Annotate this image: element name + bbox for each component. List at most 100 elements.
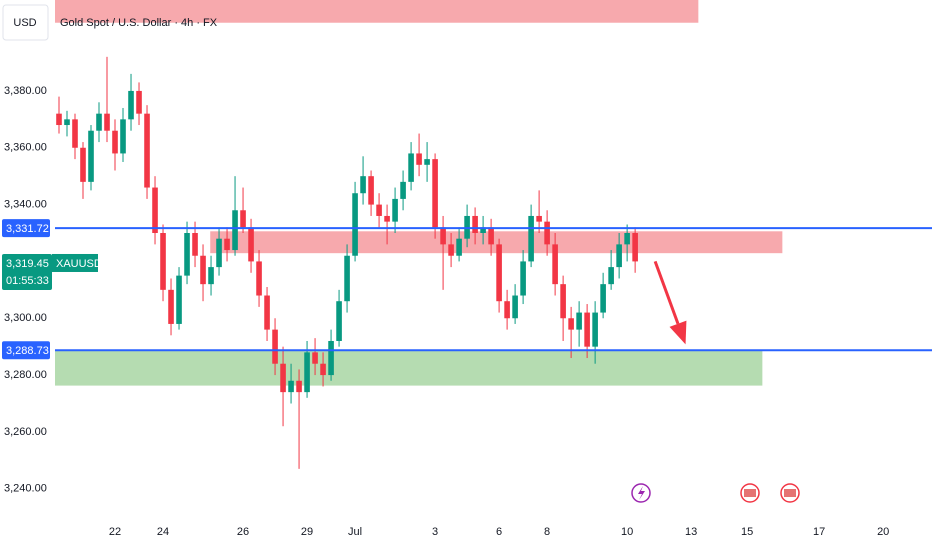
candle-body xyxy=(584,312,590,347)
level-label-box xyxy=(2,341,50,360)
candle-body xyxy=(208,267,214,285)
currency: USD xyxy=(13,17,36,29)
y-tick-label: 3,240.00 xyxy=(4,483,47,495)
candle-body xyxy=(400,181,406,199)
candle-body xyxy=(544,221,550,245)
x-tick-label: 26 xyxy=(237,526,249,538)
candle-body xyxy=(592,312,598,347)
candle-body xyxy=(568,318,574,330)
x-tick-label: 17 xyxy=(813,526,825,538)
chart-title: Gold Spot / U.S. Dollar · 4h · FX xyxy=(60,17,218,29)
candle-body xyxy=(520,261,526,296)
candle-body xyxy=(480,227,486,234)
candle-body xyxy=(624,233,630,245)
x-tick-label: 13 xyxy=(685,526,697,538)
candle-body xyxy=(232,210,238,251)
candle-body xyxy=(104,113,110,131)
candle-body xyxy=(144,113,150,188)
candle-body xyxy=(448,244,454,256)
candle-body xyxy=(472,215,478,234)
candle-body xyxy=(216,238,222,268)
lightning xyxy=(638,486,645,500)
candle-body xyxy=(496,244,502,302)
candle-body xyxy=(488,227,494,245)
candle-body xyxy=(336,301,342,341)
candle-body xyxy=(328,340,334,376)
candle-body xyxy=(560,284,566,319)
currency-box[interactable] xyxy=(2,4,49,41)
x-tick-label: 15 xyxy=(741,526,753,538)
current-price-label: 3,319.45 xyxy=(6,258,49,270)
candle-body xyxy=(248,227,254,262)
candle-body xyxy=(264,295,270,330)
candle-body xyxy=(536,215,542,222)
candle-body xyxy=(88,130,94,182)
candle-body xyxy=(200,255,206,285)
candle-body xyxy=(416,153,422,165)
candle-body xyxy=(432,159,438,228)
candle-body xyxy=(176,275,182,324)
candle-body xyxy=(304,352,310,393)
plot: 3,240.003,260.003,280.003,300.003,320.00… xyxy=(4,0,889,538)
y-tick-label: 3,380.00 xyxy=(4,85,47,97)
candle-body xyxy=(320,363,326,376)
level-label: 3,288.73 xyxy=(6,345,49,357)
candle-body xyxy=(160,233,166,290)
candle-body xyxy=(368,176,374,205)
candle-body xyxy=(632,233,638,262)
candle-body xyxy=(72,119,78,148)
candle-body xyxy=(256,261,262,296)
x-tick-label: 29 xyxy=(301,526,313,538)
x-tick-label: 3 xyxy=(432,526,438,538)
candle-body xyxy=(360,176,366,194)
event-icons xyxy=(631,483,800,503)
candle-body xyxy=(616,244,622,268)
candle-body xyxy=(192,233,198,256)
candle-body xyxy=(240,210,246,228)
x-tick-label: 8 xyxy=(544,526,550,538)
y-tick-label: 3,300.00 xyxy=(4,312,47,324)
candle-body xyxy=(296,380,302,393)
y-tick-label: 3,360.00 xyxy=(4,142,47,154)
level-label-box xyxy=(2,219,50,238)
symbol-box xyxy=(52,253,98,272)
candle-body xyxy=(552,244,558,285)
x-tick-label: 10 xyxy=(621,526,633,538)
candle-body xyxy=(424,159,430,165)
candle-body xyxy=(456,238,462,256)
x-tick-label: 20 xyxy=(877,526,889,538)
symbol-label: XAUUSD xyxy=(56,258,102,270)
y-tick-label: 3,280.00 xyxy=(4,369,47,381)
candle-body xyxy=(96,113,102,131)
candle-body xyxy=(376,204,382,216)
x-tick-label: 24 xyxy=(157,526,169,538)
flag xyxy=(744,489,756,497)
candle-body xyxy=(608,267,614,285)
candle-body xyxy=(224,238,230,251)
candle-body xyxy=(168,289,174,324)
candle-body xyxy=(408,153,414,182)
candle-body xyxy=(80,147,86,182)
candle-body xyxy=(184,233,190,276)
candle-body xyxy=(112,130,118,154)
countdown-label: 01:55:33 xyxy=(6,275,49,287)
candle-body xyxy=(384,215,390,222)
candle-body xyxy=(128,90,134,120)
candle-body xyxy=(528,215,534,262)
zone xyxy=(55,0,699,23)
zone xyxy=(55,349,763,386)
y-tick-label: 3,340.00 xyxy=(4,198,47,210)
candle-body xyxy=(576,312,582,330)
flag xyxy=(784,489,796,497)
candle-body xyxy=(312,352,318,364)
candle-body xyxy=(512,295,518,319)
candle-body xyxy=(392,198,398,222)
candle-body xyxy=(272,329,278,364)
arrow-shaft xyxy=(653,260,680,325)
candle-body xyxy=(504,301,510,319)
candle-body xyxy=(120,119,126,154)
candle-body xyxy=(600,284,606,313)
arrow-head xyxy=(669,320,687,345)
